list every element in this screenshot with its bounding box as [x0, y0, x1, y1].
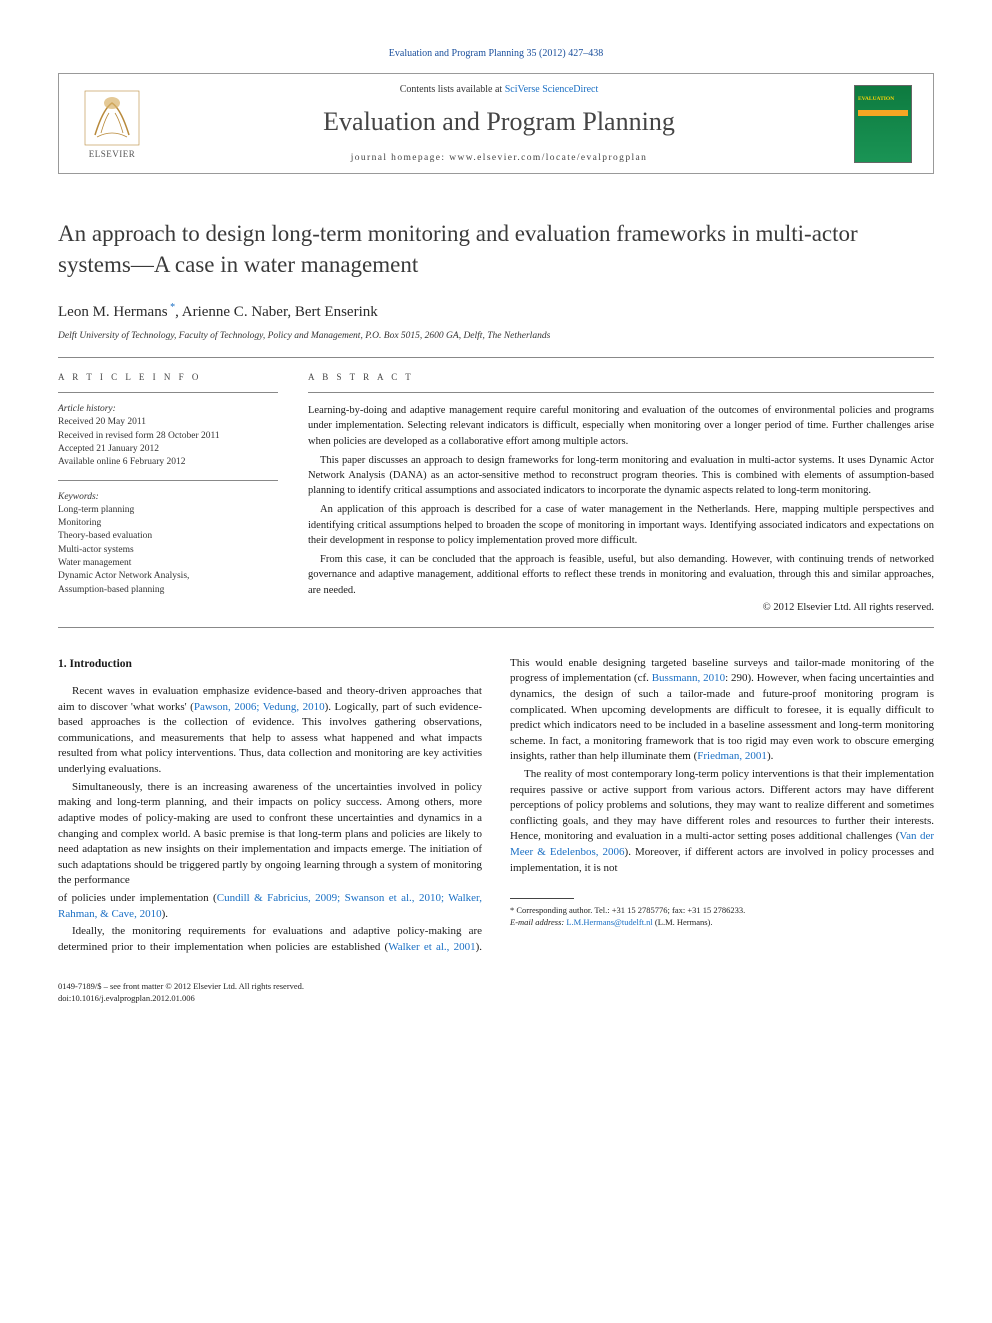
contents-available-text: Contents lists available at [400, 84, 502, 95]
article-info-label: A R T I C L E I N F O [58, 372, 278, 382]
contents-available-line: Contents lists available at SciVerse Sci… [151, 84, 847, 95]
keyword-6: Assumption-based planning [58, 584, 278, 597]
divider-1 [58, 357, 934, 358]
intro-p5: The reality of most contemporary long-te… [510, 767, 934, 876]
abstract-copyright: © 2012 Elsevier Ltd. All rights reserved… [308, 602, 934, 613]
publisher-name: ELSEVIER [89, 149, 136, 159]
intro-p2: Simultaneously, there is an increasing a… [58, 780, 482, 889]
history-accepted: Accepted 21 January 2012 [58, 443, 278, 456]
email-label: E-mail address: [510, 917, 564, 927]
info-abstract-row: A R T I C L E I N F O Article history: R… [58, 372, 934, 613]
article-title: An approach to design long-term monitori… [58, 218, 934, 280]
cover-band [858, 110, 908, 116]
abstract-p1: Learning-by-doing and adaptive managemen… [308, 403, 934, 449]
keyword-1: Monitoring [58, 517, 278, 530]
section-1-heading: 1. Introduction [58, 656, 482, 672]
affiliation: Delft University of Technology, Faculty … [58, 331, 934, 341]
keyword-5: Dynamic Actor Network Analysis, [58, 570, 278, 583]
intro-p1: Recent waves in evaluation emphasize evi… [58, 684, 482, 778]
abstract-p4: From this case, it can be concluded that… [308, 552, 934, 598]
article-info-column: A R T I C L E I N F O Article history: R… [58, 372, 278, 613]
footnote-separator [510, 898, 574, 899]
journal-name: Evaluation and Program Planning [151, 107, 847, 137]
sciencedirect-link[interactable]: SciVerse ScienceDirect [505, 84, 599, 95]
journal-header: ELSEVIER Contents lists available at Sci… [58, 73, 934, 174]
history-header: Article history: [58, 403, 278, 416]
elsevier-logo [83, 89, 141, 147]
journal-homepage[interactable]: journal homepage: www.elsevier.com/locat… [151, 153, 847, 163]
cover-block: EVALUATION [847, 85, 919, 163]
keywords-header: Keywords: [58, 491, 278, 504]
email-link[interactable]: L.M.Hermans@tudelft.nl [566, 917, 652, 927]
abstract-p3: An application of this approach is descr… [308, 502, 934, 548]
cover-title: EVALUATION [858, 96, 908, 102]
body-columns: 1. Introduction Recent waves in evaluati… [58, 656, 934, 956]
abstract-label: A B S T R A C T [308, 372, 934, 382]
footer-doi: doi:10.1016/j.evalprogplan.2012.01.006 [58, 993, 934, 1004]
abstract-column: A B S T R A C T Learning-by-doing and ad… [308, 372, 934, 613]
footer-issn: 0149-7189/$ – see front matter © 2012 El… [58, 981, 934, 992]
page-footer: 0149-7189/$ – see front matter © 2012 El… [58, 981, 934, 1004]
corresponding-marker: * [168, 302, 176, 313]
divider-abstract-top [308, 392, 934, 393]
divider-info-mid [58, 480, 278, 481]
publisher-block: ELSEVIER [73, 89, 151, 159]
article-history: Article history: Received 20 May 2011 Re… [58, 403, 278, 469]
intro-p3: of policies under implementation (Cundil… [58, 891, 482, 922]
email-who: (L.M. Hermans). [655, 917, 713, 927]
keywords-block: Keywords: Long-term planning Monitoring … [58, 491, 278, 597]
journal-cover-thumbnail: EVALUATION [854, 85, 912, 163]
author-2[interactable]: Arienne C. Naber [182, 304, 288, 320]
authors: Leon M. Hermans *, Arienne C. Naber, Ber… [58, 302, 934, 321]
keyword-2: Theory-based evaluation [58, 530, 278, 543]
abstract-p2: This paper discusses an approach to desi… [308, 453, 934, 499]
keyword-3: Multi-actor systems [58, 544, 278, 557]
header-center: Contents lists available at SciVerse Sci… [151, 84, 847, 163]
divider-info-top [58, 392, 278, 393]
author-3[interactable]: Bert Enserink [295, 304, 378, 320]
abstract-text: Learning-by-doing and adaptive managemen… [308, 403, 934, 598]
email-line: E-mail address: L.M.Hermans@tudelft.nl (… [510, 917, 934, 928]
keyword-4: Water management [58, 557, 278, 570]
history-received: Received 20 May 2011 [58, 416, 278, 429]
history-revised: Received in revised form 28 October 2011 [58, 430, 278, 443]
corresponding-author-note: * Corresponding author. Tel.: +31 15 278… [510, 905, 934, 916]
history-online: Available online 6 February 2012 [58, 456, 278, 469]
divider-2 [58, 627, 934, 628]
footnotes: * Corresponding author. Tel.: +31 15 278… [510, 905, 934, 928]
author-1[interactable]: Leon M. Hermans [58, 304, 168, 320]
keyword-0: Long-term planning [58, 504, 278, 517]
journal-reference: Evaluation and Program Planning 35 (2012… [58, 48, 934, 59]
